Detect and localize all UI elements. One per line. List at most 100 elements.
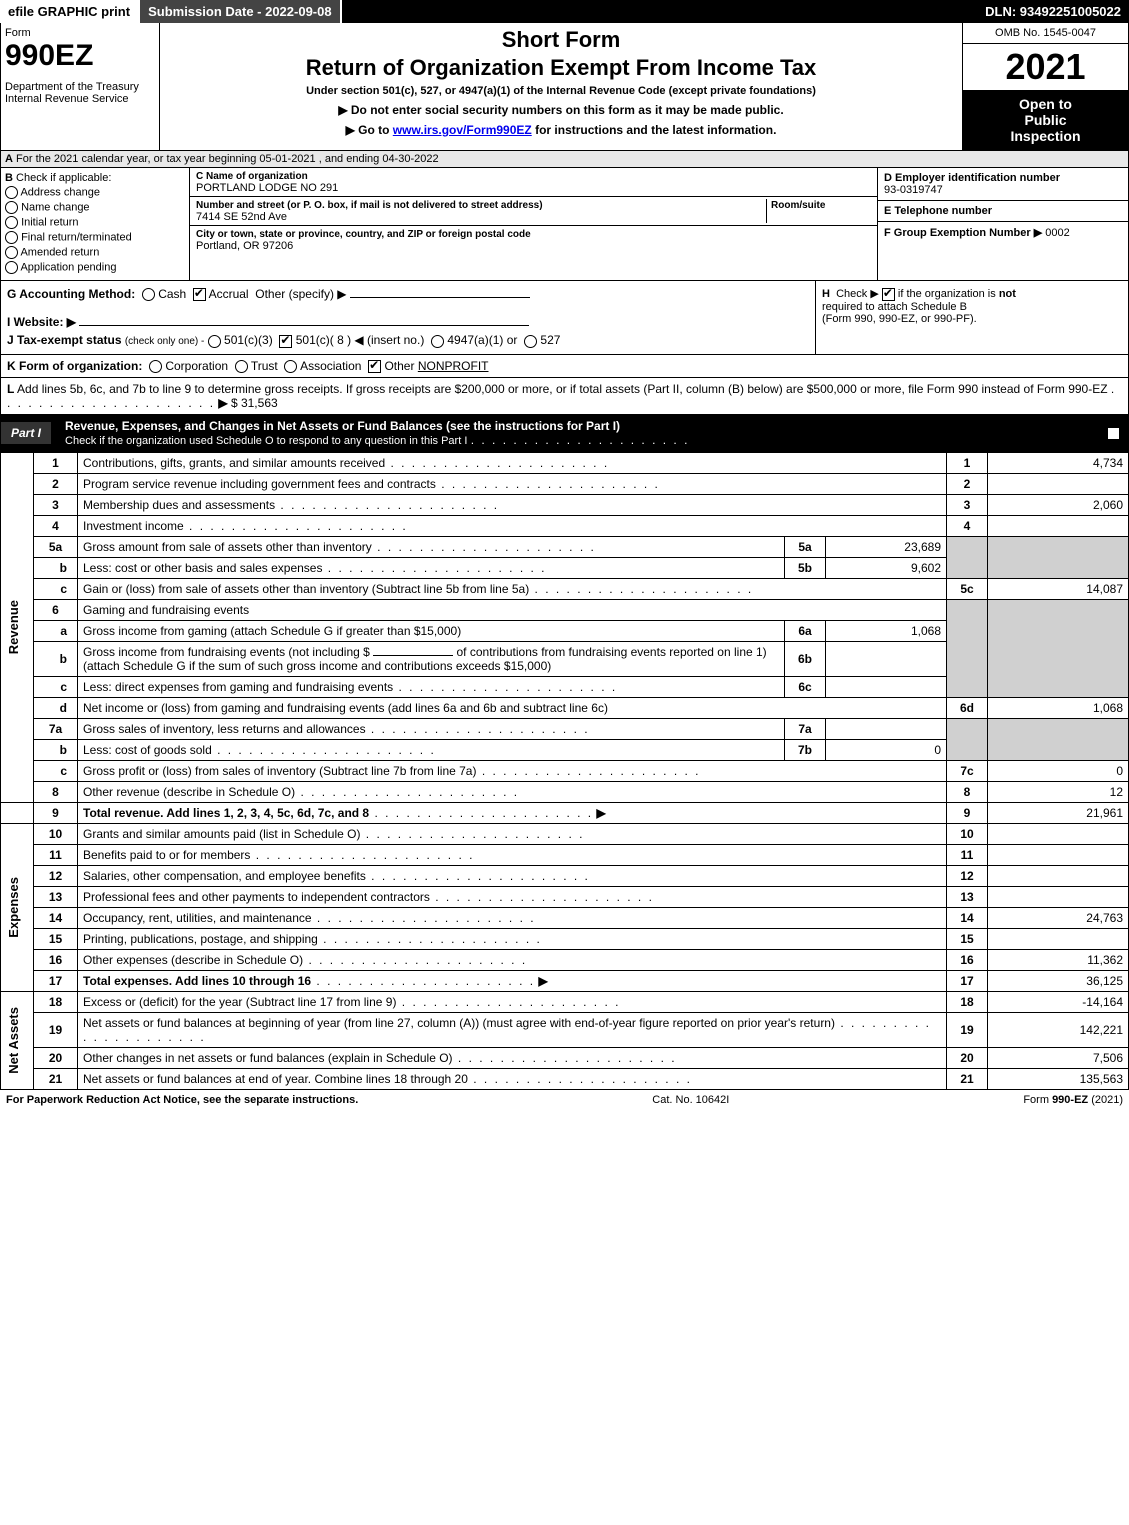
h-text1: Check ▶ <box>836 288 879 300</box>
dots-icon <box>393 680 617 694</box>
website-field[interactable] <box>79 325 529 326</box>
line-num: 8 <box>34 781 78 802</box>
checkbox-checked-icon[interactable] <box>368 360 381 373</box>
grey-cell <box>947 536 988 578</box>
line-num: 7a <box>34 718 78 739</box>
line-num: b <box>34 739 78 760</box>
grey-cell <box>988 718 1129 760</box>
g-other-blank[interactable] <box>350 297 530 298</box>
opt-address-change[interactable]: Address change <box>5 186 185 199</box>
dots-icon <box>366 722 590 736</box>
opt-initial-return[interactable]: Initial return <box>5 216 185 229</box>
line-num: 14 <box>34 907 78 928</box>
col-val <box>988 886 1129 907</box>
line-desc: Professional fees and other payments to … <box>78 886 947 907</box>
dots-icon <box>312 911 536 925</box>
line-13: 13 Professional fees and other payments … <box>1 886 1129 907</box>
h-text4: required to attach Schedule B <box>822 301 967 313</box>
instr2-suffix: for instructions and the latest informat… <box>532 123 777 137</box>
side-blank <box>1 802 34 823</box>
radio-icon[interactable] <box>208 335 221 348</box>
opt-final-return[interactable]: Final return/terminated <box>5 231 185 244</box>
col-val: 12 <box>988 781 1129 802</box>
col-val <box>988 844 1129 865</box>
desc-text: Excess or (deficit) for the year (Subtra… <box>83 995 396 1009</box>
k-assoc: Association <box>300 359 361 373</box>
radio-icon[interactable] <box>149 360 162 373</box>
g-cash: Cash <box>158 287 186 301</box>
expenses-label-text: Expenses <box>6 877 21 938</box>
desc-text: Less: cost of goods sold <box>83 743 212 757</box>
col-num: 18 <box>947 991 988 1012</box>
desc-text: Occupancy, rent, utilities, and maintena… <box>83 911 312 925</box>
inner-val: 9,602 <box>826 557 947 578</box>
k-trust: Trust <box>251 359 278 373</box>
revenue-label-text: Revenue <box>6 600 21 654</box>
dots-icon <box>295 785 519 799</box>
arrow-icon: ▶ <box>218 396 227 410</box>
line-desc: Excess or (deficit) for the year (Subtra… <box>78 991 947 1012</box>
line-6: 6 Gaming and fundraising events <box>1 599 1129 620</box>
line-desc: Contributions, gifts, grants, and simila… <box>78 452 947 473</box>
line-desc: Other expenses (describe in Schedule O) <box>78 949 947 970</box>
radio-icon[interactable] <box>284 360 297 373</box>
inner-num: 7a <box>785 718 826 739</box>
ein-label: D Employer identification number <box>884 172 1060 184</box>
blank-field[interactable] <box>373 655 453 656</box>
l-value: $ 31,563 <box>231 396 278 410</box>
desc-text: Other revenue (describe in Schedule O) <box>83 785 295 799</box>
part-1-checkbox[interactable] <box>1099 422 1128 444</box>
k-other: Other <box>384 359 414 373</box>
desc-text: Grants and similar amounts paid (list in… <box>83 827 360 841</box>
checkbox-checked-icon[interactable] <box>193 288 206 301</box>
radio-icon <box>5 261 18 274</box>
k-label: K Form of organization: <box>7 359 142 373</box>
box-f: F Group Exemption Number ▶ 0002 <box>878 222 1128 243</box>
form-header: Form 990EZ Department of the Treasury In… <box>0 23 1129 151</box>
irs-link[interactable]: www.irs.gov/Form990EZ <box>393 123 532 137</box>
g-accrual: Accrual <box>209 287 249 301</box>
line-21: 21 Net assets or fund balances at end of… <box>1 1068 1129 1089</box>
radio-icon[interactable] <box>524 335 537 348</box>
col-num: 1 <box>947 452 988 473</box>
line-desc: Salaries, other compensation, and employ… <box>78 865 947 886</box>
line-desc: Less: direct expenses from gaming and fu… <box>78 676 785 697</box>
desc-text: Net assets or fund balances at end of ye… <box>83 1072 468 1086</box>
subtitle: Under section 501(c), 527, or 4947(a)(1)… <box>164 85 958 97</box>
org-name-value: PORTLAND LODGE NO 291 <box>196 182 338 194</box>
checkbox-checked-icon[interactable] <box>279 335 292 348</box>
checkbox-checked-icon[interactable] <box>882 288 895 301</box>
opt-application-pending[interactable]: Application pending <box>5 261 185 274</box>
line-desc: Gross amount from sale of assets other t… <box>78 536 785 557</box>
line-num: 9 <box>34 802 78 823</box>
opt-amended-return[interactable]: Amended return <box>5 246 185 259</box>
j-501c: 501(c)( 8 ) ◀ (insert no.) <box>296 333 425 347</box>
line-10: Expenses 10 Grants and similar amounts p… <box>1 823 1129 844</box>
radio-icon[interactable] <box>142 288 155 301</box>
instr2-prefix: ▶ Go to <box>346 123 393 137</box>
street-value: 7414 SE 52nd Ave <box>196 211 287 223</box>
dots-icon <box>471 433 690 447</box>
checkbox-checked-icon <box>1107 427 1120 440</box>
line-desc: Gross sales of inventory, less returns a… <box>78 718 785 739</box>
line-16: 16 Other expenses (describe in Schedule … <box>1 949 1129 970</box>
efile-print-label[interactable]: efile GRAPHIC print <box>0 0 140 23</box>
line-num: c <box>34 578 78 599</box>
box-e: E Telephone number <box>878 201 1128 222</box>
col-val: 135,563 <box>988 1068 1129 1089</box>
top-bar: efile GRAPHIC print Submission Date - 20… <box>0 0 1129 23</box>
line-desc: Occupancy, rent, utilities, and maintena… <box>78 907 947 928</box>
line-desc: Other revenue (describe in Schedule O) <box>78 781 947 802</box>
col-num: 2 <box>947 473 988 494</box>
inner-num: 6a <box>785 620 826 641</box>
col-val: 4,734 <box>988 452 1129 473</box>
radio-icon[interactable] <box>431 335 444 348</box>
radio-icon[interactable] <box>235 360 248 373</box>
col-num: 15 <box>947 928 988 949</box>
col-val: -14,164 <box>988 991 1129 1012</box>
desc-text: Total expenses. Add lines 10 through 16 <box>83 974 311 988</box>
opt-name-change[interactable]: Name change <box>5 201 185 214</box>
j-501c3: 501(c)(3) <box>224 333 273 347</box>
dots-icon <box>430 890 654 904</box>
main-title: Return of Organization Exempt From Incom… <box>164 55 958 81</box>
